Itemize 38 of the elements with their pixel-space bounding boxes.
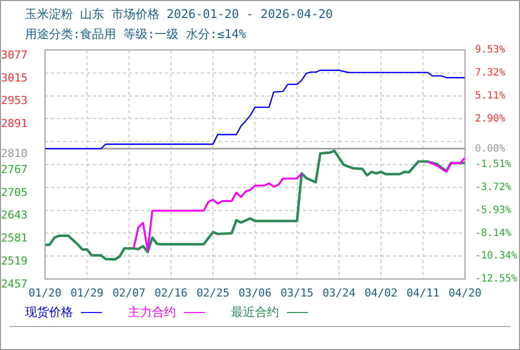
- legend-label: 最近合约: [231, 304, 279, 321]
- y-tick-label: 2581: [1, 232, 28, 245]
- chart-subtitle: 用途分类:食品用 等级:一级 水分:≤14%: [25, 26, 246, 43]
- x-tick-label: 04/02: [364, 286, 398, 300]
- y-tick-label: 2953: [1, 94, 28, 108]
- y-tick-label: 3015: [1, 71, 28, 84]
- x-tick-label: 03/24: [322, 286, 356, 300]
- y2-tick-label: -8.14%: [475, 228, 512, 239]
- y-tick-label: 2457: [1, 277, 28, 290]
- x-tick-label: 02/25: [196, 286, 230, 300]
- x-tick-label: 02/07: [112, 286, 146, 300]
- y2-tick-label: -5.93%: [475, 204, 512, 216]
- y-tick-label: 2705: [1, 186, 28, 199]
- x-tick-label: 04/11: [406, 286, 440, 300]
- y2-tick-label: 2.90%: [475, 113, 506, 124]
- x-tick-label: 01/29: [70, 286, 104, 300]
- y2-tick-label: 5.11%: [475, 90, 506, 102]
- y-tick-label: 2767: [1, 162, 28, 176]
- y2-tick-label: -1.51%: [475, 159, 512, 170]
- y2-tick-label: -12.55%: [475, 274, 518, 285]
- y-tick-label: 2891: [1, 117, 28, 130]
- y2-tick-label: -10.34%: [475, 250, 518, 262]
- x-tick-label: 01/20: [28, 286, 62, 300]
- chart-title: 玉米淀粉 山东 市场价格 2026-01-20 - 2026-04-20: [25, 6, 333, 23]
- y-tick-label: 3077: [1, 48, 28, 62]
- y-tick-label: 2810: [1, 146, 28, 160]
- y2-tick-label: -3.72%: [475, 182, 512, 194]
- legend-label: 现货价格: [25, 304, 73, 321]
- y-tick-label: 2519: [1, 254, 28, 268]
- x-tick-label: 03/15: [280, 286, 314, 300]
- x-tick-label: 02/16: [154, 286, 188, 300]
- x-tick-label: 04/20: [448, 286, 482, 300]
- y2-tick-label: 0.00%: [475, 143, 506, 154]
- y-tick-label: 2643: [1, 208, 28, 222]
- y2-tick-label: 9.53%: [475, 44, 506, 56]
- x-tick-label: 03/06: [238, 286, 272, 300]
- legend-label: 主力合约: [128, 304, 176, 321]
- y2-tick-label: 7.32%: [475, 68, 506, 79]
